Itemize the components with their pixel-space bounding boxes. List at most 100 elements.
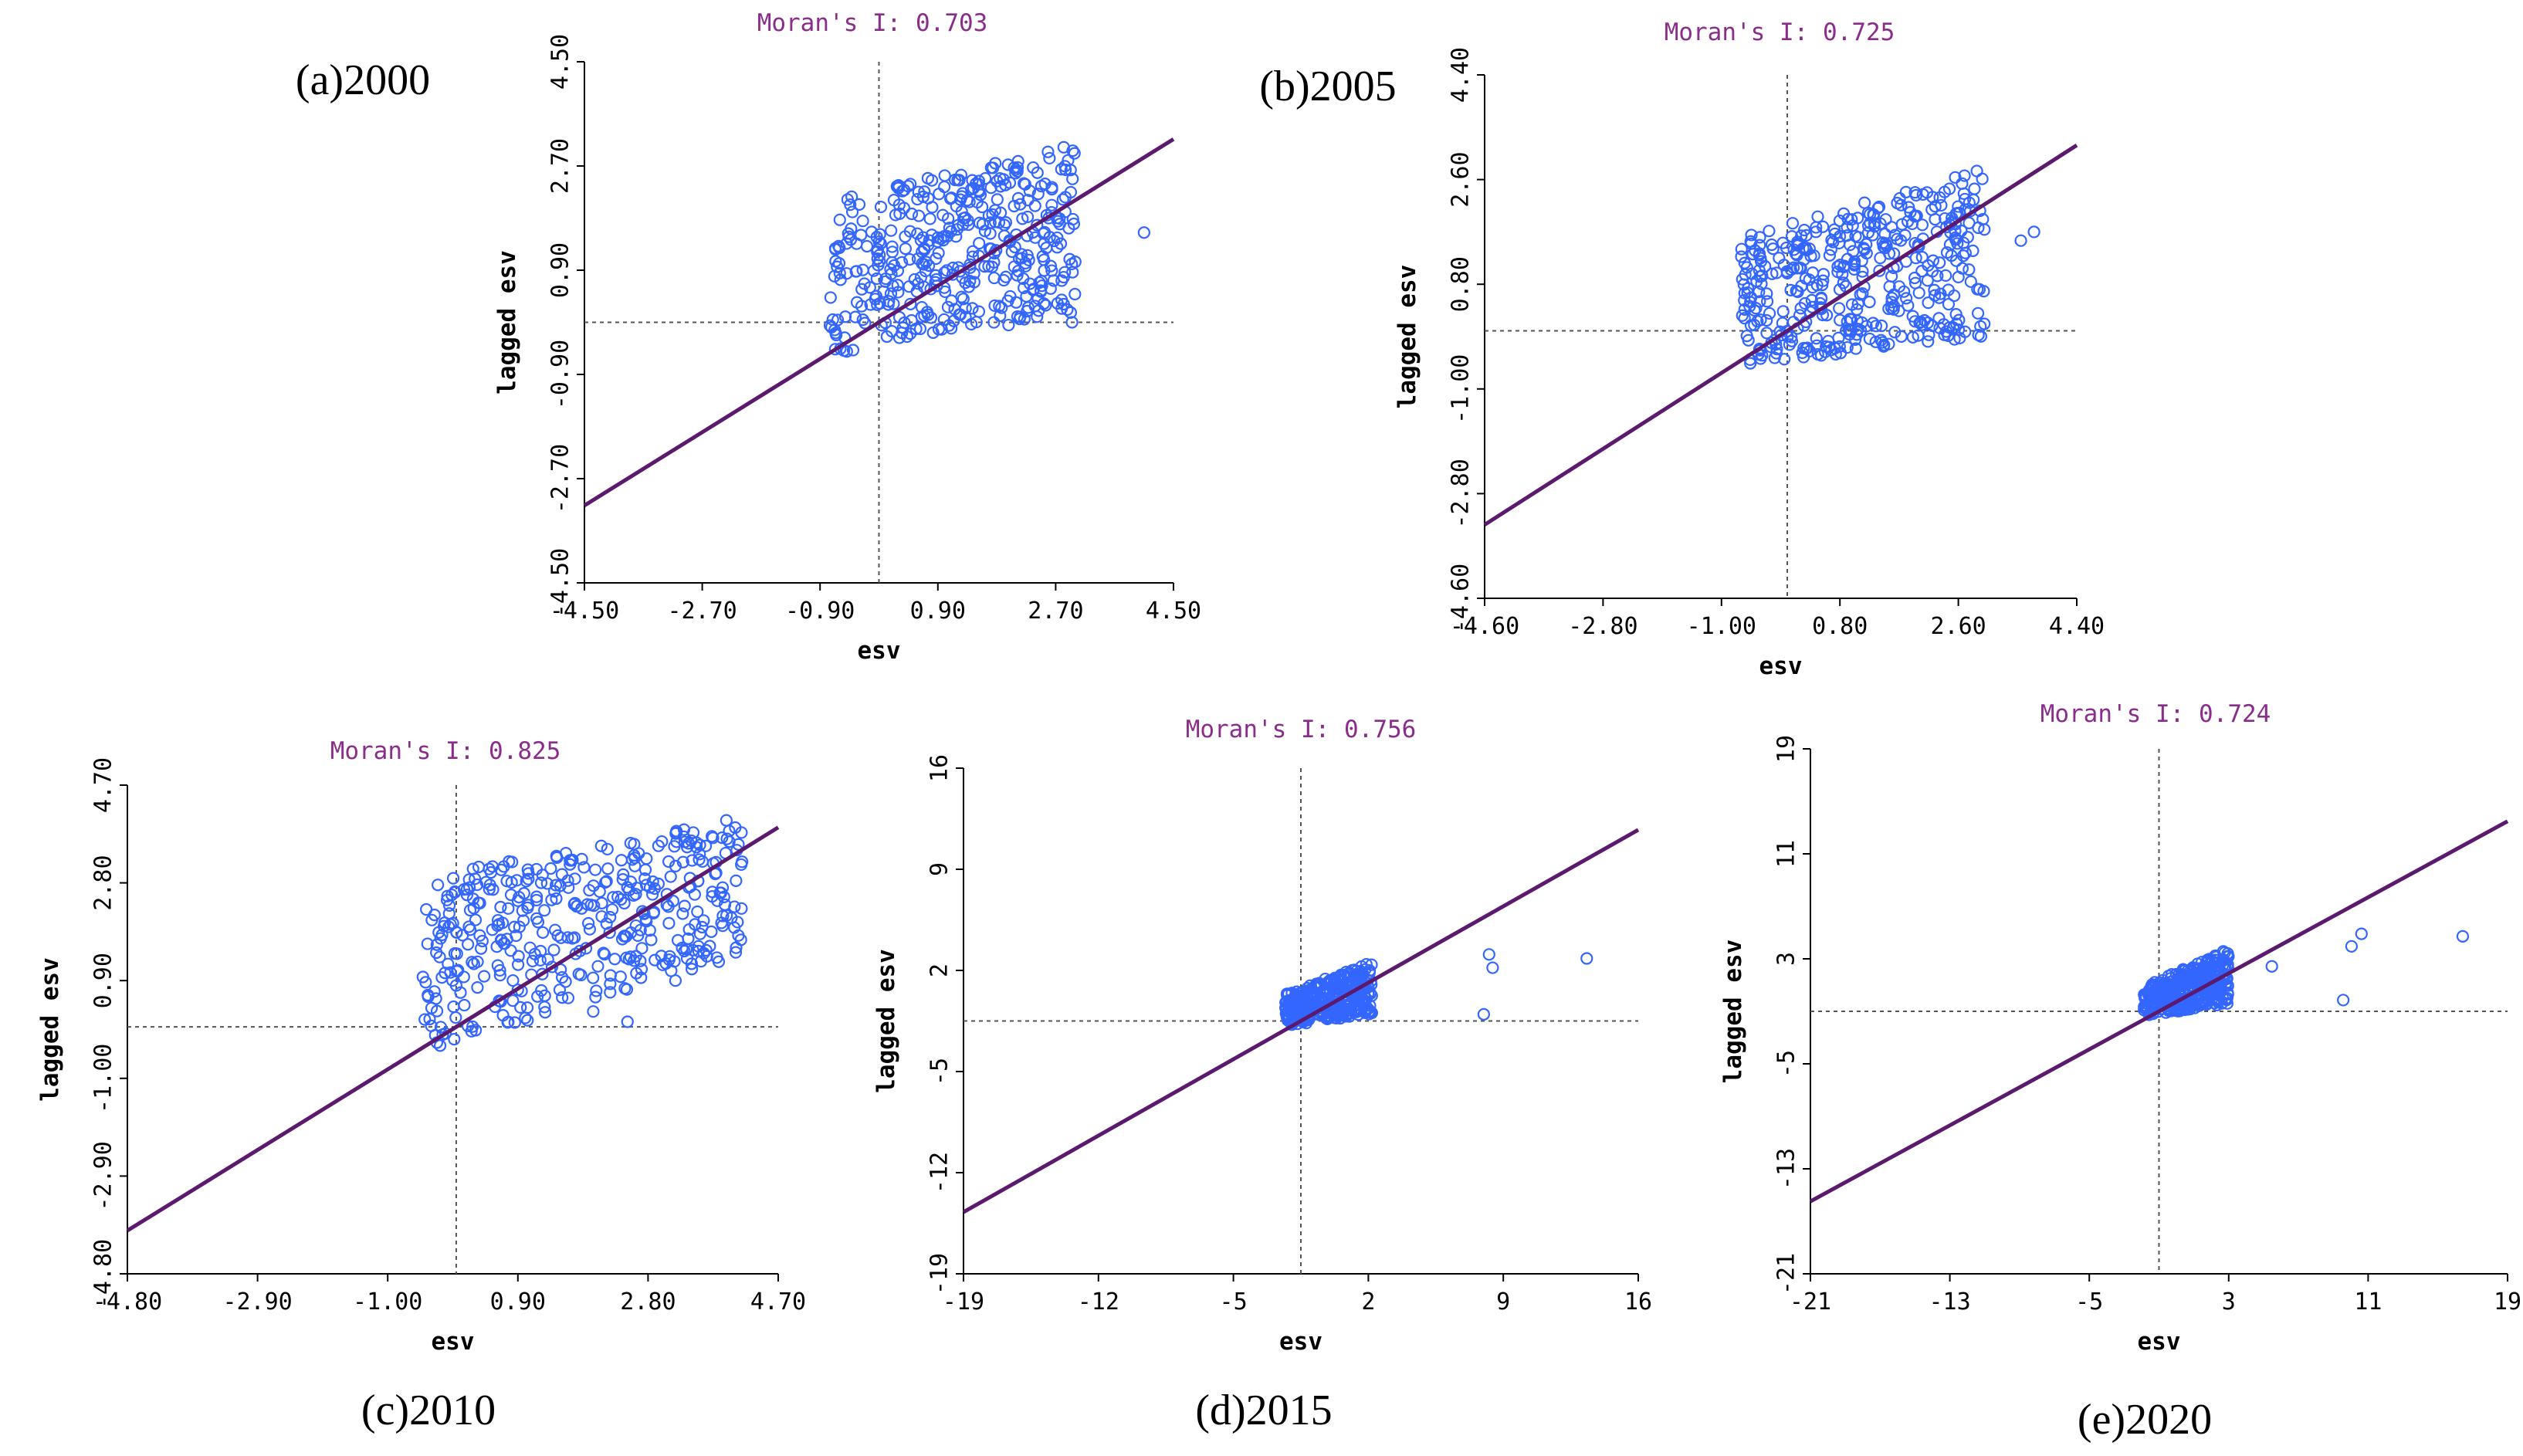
data-point [1776,317,1789,330]
data-point [1820,309,1834,322]
data-point [712,955,726,968]
x-axis-label: esv [2138,1328,2181,1356]
data-point [1068,256,1082,269]
data-point [662,916,676,929]
x-tick-label: -2.90 [222,1288,292,1315]
scatter-points [1279,948,1593,1031]
data-point [1358,988,1371,1001]
data-point [1028,199,1041,212]
data-point [678,944,691,958]
data-point [569,947,582,960]
data-point [605,903,619,916]
data-point [574,968,588,982]
data-point [568,872,581,885]
data-point [1800,229,1813,242]
data-point [938,169,951,182]
data-point [1002,318,1015,332]
data-point [1011,161,1024,174]
data-point [697,946,710,960]
data-point [432,926,445,939]
data-point [1970,164,1983,178]
data-point [472,860,486,874]
data-point [1008,199,1021,213]
data-point [833,213,846,226]
data-point [832,257,846,270]
data-point [1055,274,1068,287]
data-point [913,322,927,336]
data-point [433,1039,447,1052]
data-point [1794,262,1807,275]
y-tick-label: -4.60 [1448,564,1475,633]
morans-i-label: Moran's I: 0.724 [2040,700,2271,728]
data-point [1282,995,1295,1008]
data-point [1933,256,1946,269]
panel-caption: (e)2020 [2078,1396,2212,1444]
data-point [483,879,496,892]
y-tick-label: -2.90 [90,1141,117,1211]
data-point [1787,261,1800,274]
y-tick-label: 16 [926,754,953,782]
data-point [1949,171,1962,184]
data-point [984,181,997,195]
data-point [864,298,877,311]
morans-i-label: Moran's I: 0.725 [1665,19,1895,46]
data-point [1879,213,1892,226]
data-point [891,279,904,292]
data-point [469,913,483,926]
y-tick-label: -0.90 [547,340,574,409]
data-point [1942,297,1956,311]
data-point [887,194,901,207]
data-point [1339,1009,1353,1022]
data-point [1922,328,1935,341]
data-point-outlier [587,1005,600,1018]
data-point [997,173,1010,186]
data-point [511,958,525,971]
y-axis-label: lagged esv [36,957,64,1102]
data-point [494,933,508,946]
data-point [463,903,477,917]
data-point [615,892,628,906]
x-tick-label: 9 [1496,1288,1510,1315]
data-point [1770,343,1783,356]
data-point [655,950,668,963]
data-point [1351,974,1364,987]
data-point [923,212,936,225]
data-point [449,1011,462,1024]
data-point [892,181,905,195]
data-point [604,977,617,990]
data-point [463,881,476,894]
data-point [516,904,529,917]
data-point [1351,991,1364,1005]
data-point [1773,252,1786,265]
data-point [604,910,617,924]
data-point [428,985,441,998]
panel-2015: (d)2015 Moran's I: 0.756 -19 -12 -5 2 9 16 -19 -1… [872,716,1652,1434]
data-point [1780,241,1793,255]
data-point [1289,987,1302,1001]
data-point [1926,254,1940,267]
data-point [2180,972,2193,985]
data-point [1976,212,1990,226]
data-point [624,836,637,850]
data-point [604,986,617,999]
data-point [1364,1005,1377,1018]
x-tick-label: 11 [2354,1288,2382,1315]
data-point [575,852,588,865]
data-point-outlier [1482,948,1495,961]
data-point [450,947,463,960]
data-point [1045,181,1058,194]
morans-i-label: Moran's I: 0.703 [757,9,988,37]
data-point [1031,188,1045,201]
data-point [905,313,918,327]
data-point [1753,295,1766,308]
data-point [871,252,884,266]
data-point [706,890,719,903]
data-point [640,852,653,865]
data-point [1744,357,1757,370]
data-point [1008,260,1021,273]
data-point [1939,269,1952,283]
data-point [1959,246,1972,259]
data-point [466,956,479,969]
data-point [669,827,682,840]
data-point [852,198,866,211]
